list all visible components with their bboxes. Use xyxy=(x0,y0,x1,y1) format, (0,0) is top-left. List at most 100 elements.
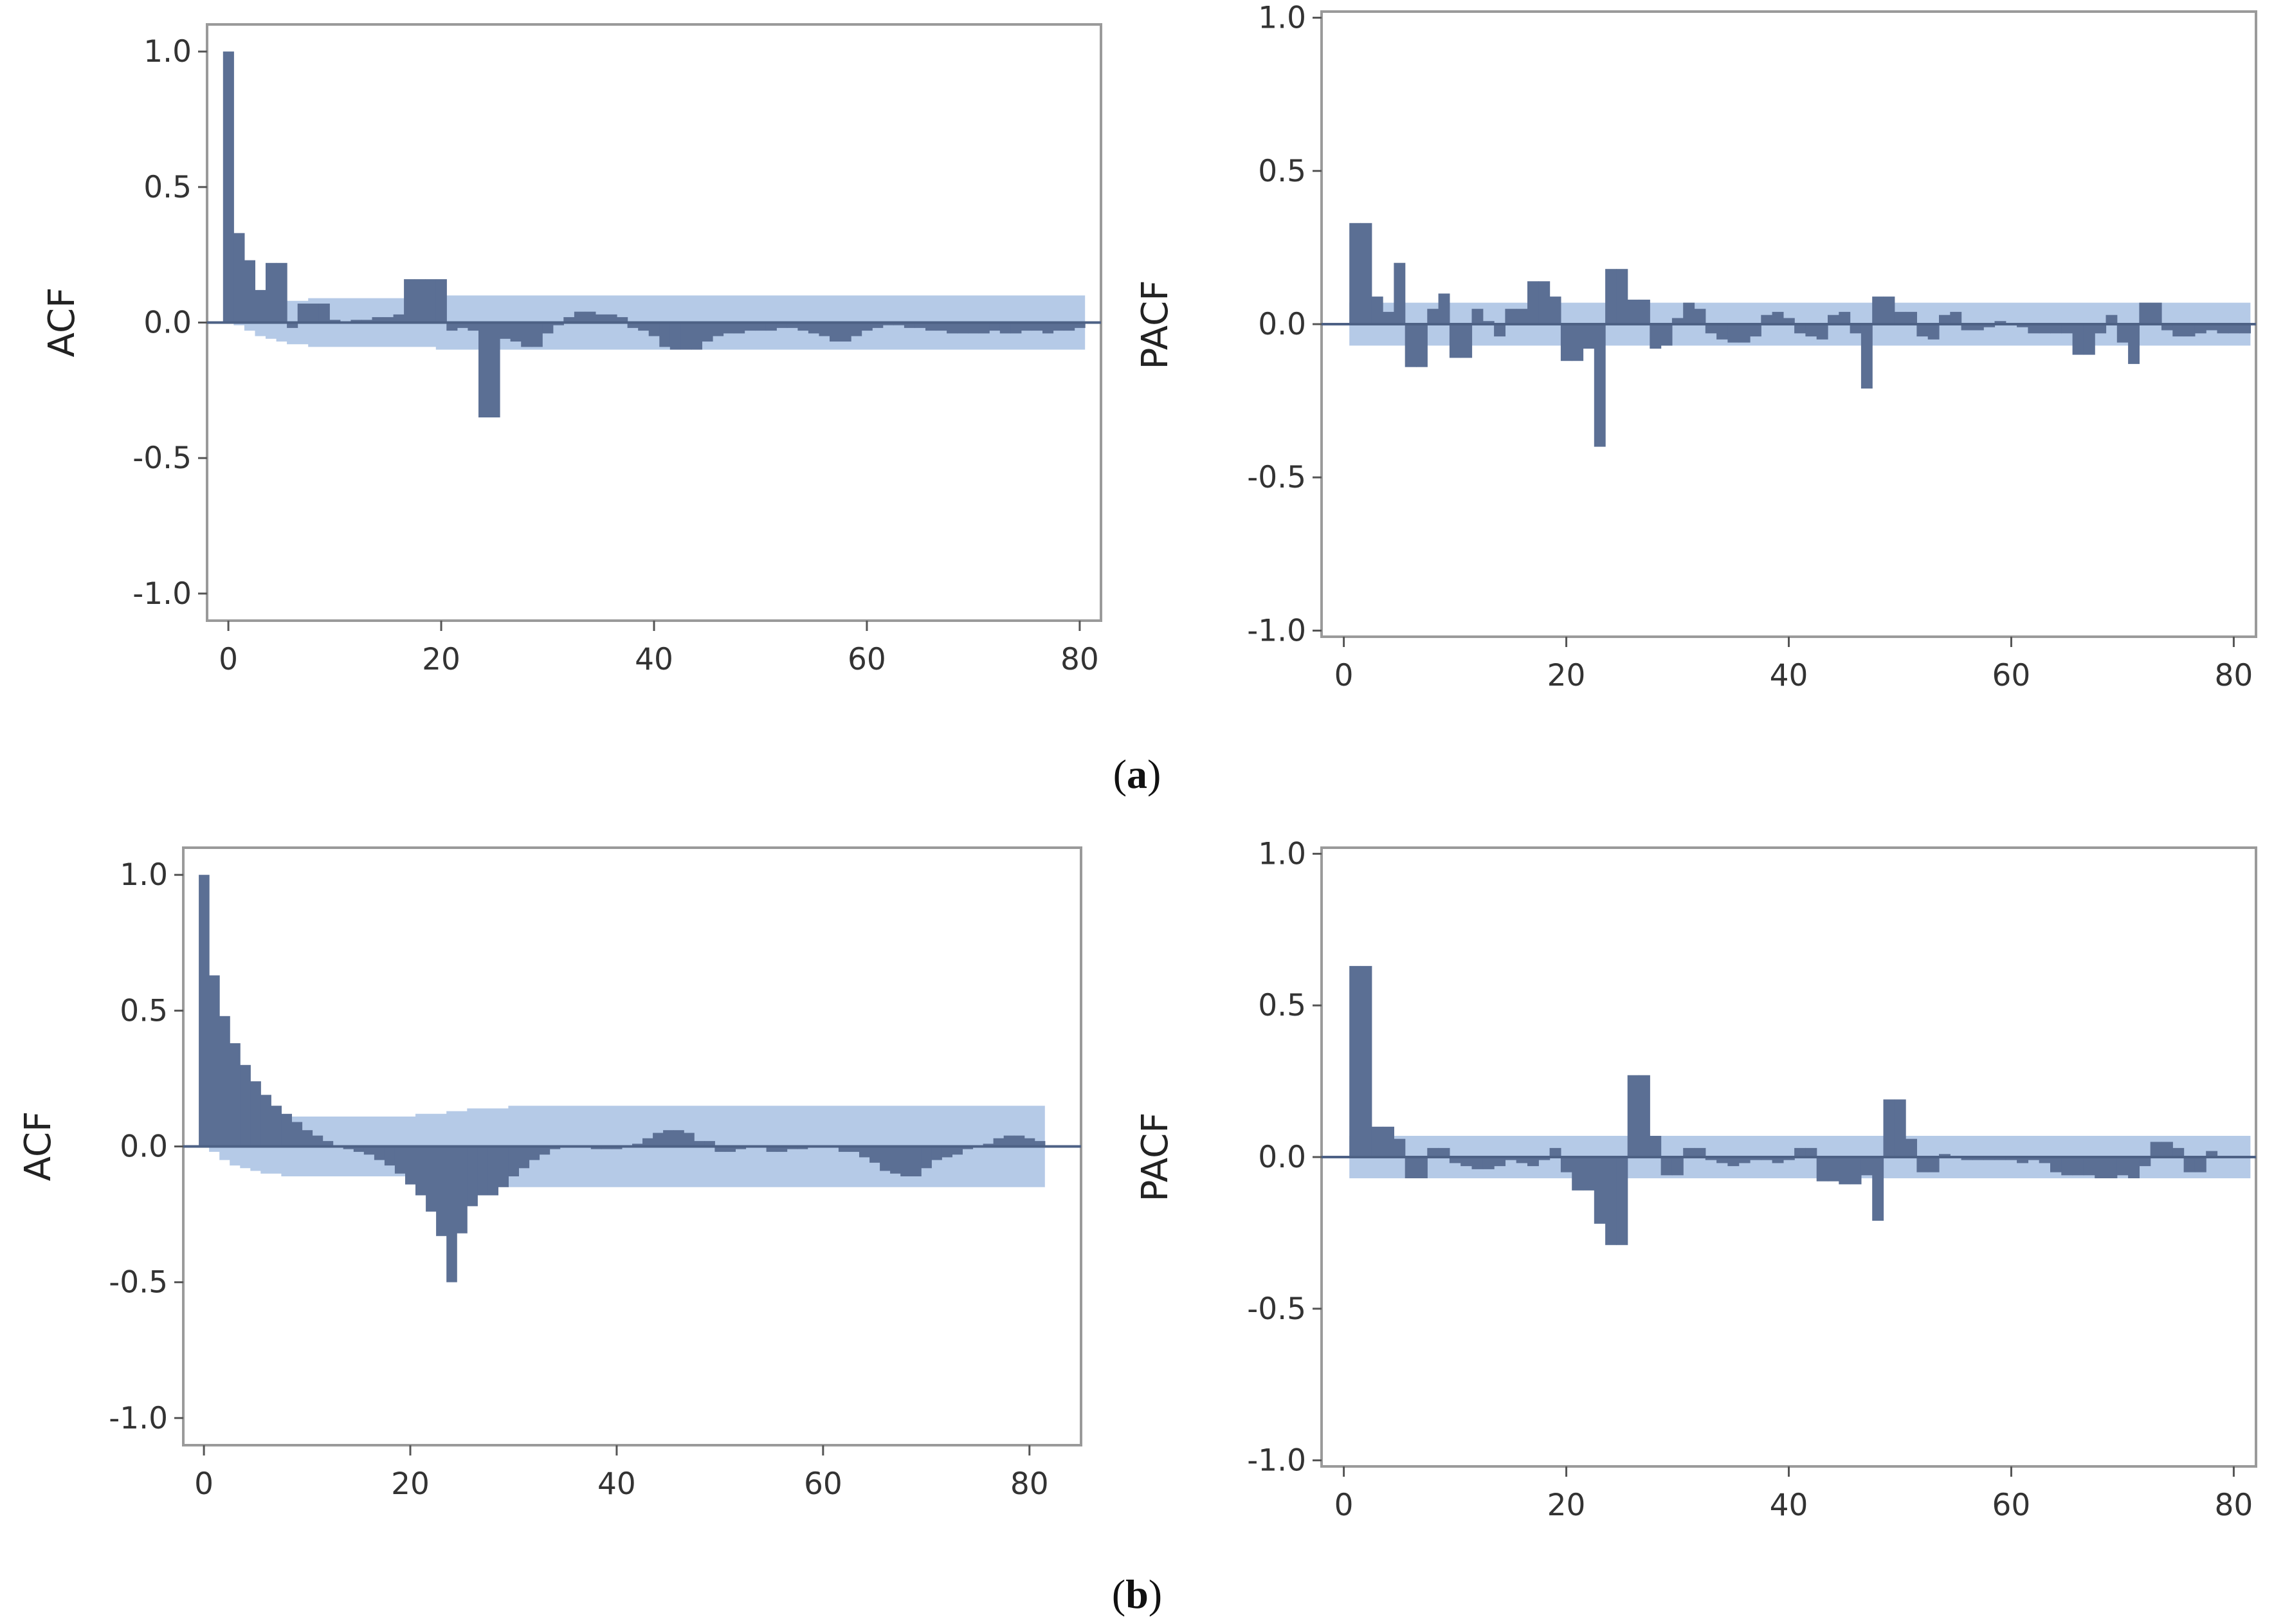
x-tick-label: 80 xyxy=(1060,642,1099,677)
acf-bar xyxy=(684,1133,695,1147)
acf-bar xyxy=(2206,324,2218,331)
acf-bar xyxy=(989,322,1001,331)
y-axis-label: ACF xyxy=(17,1111,59,1182)
acf-bar xyxy=(1549,1147,1561,1157)
acf-bar xyxy=(776,322,788,328)
acf-bar xyxy=(1605,269,1617,324)
acf-bar xyxy=(2017,324,2028,327)
acf-bar xyxy=(318,304,330,323)
acf-bar xyxy=(1738,324,1751,343)
acf-bar xyxy=(2039,1157,2051,1163)
acf-bar xyxy=(1383,1126,1394,1157)
acf-bar xyxy=(999,322,1011,334)
acf-bar xyxy=(1014,1135,1025,1147)
chart-marks: 1.0 0.5 0.0 -0.5 -1.0 0 20 40 60 80 xyxy=(109,857,1081,1502)
acf-bar xyxy=(1034,1141,1046,1147)
x-tick-label: 0 xyxy=(194,1466,214,1502)
acf-bar xyxy=(498,1146,509,1187)
acf-bar xyxy=(1894,1099,1906,1157)
acf-bar xyxy=(446,1146,457,1282)
acf-bar xyxy=(1639,1075,1650,1157)
caption-a: (a) xyxy=(1113,751,1161,797)
acf-bar xyxy=(1994,321,2006,324)
acf-bar xyxy=(1761,315,1773,324)
acf-bar xyxy=(1349,223,1361,324)
acf-bar xyxy=(947,322,958,334)
acf-bar xyxy=(606,314,617,323)
acf-bar xyxy=(1516,1157,1528,1163)
acf-bar xyxy=(2061,324,2073,334)
acf-bar xyxy=(1961,324,1973,331)
acf-bar xyxy=(1605,1157,1617,1245)
acf-bar xyxy=(893,322,905,325)
acf-bar xyxy=(271,1106,282,1147)
acf-bar xyxy=(659,322,671,347)
acf-bar xyxy=(1816,1157,1828,1182)
acf-bar xyxy=(957,322,969,334)
acf-bar xyxy=(1828,1157,1839,1182)
acf-bar xyxy=(744,322,756,331)
acf-bar xyxy=(353,1146,365,1152)
acf-bar xyxy=(477,1146,488,1196)
acf-bar xyxy=(2206,1151,2218,1157)
acf-bar xyxy=(415,1146,426,1196)
acf-bar xyxy=(734,322,745,334)
acf-bar xyxy=(1405,324,1417,367)
acf-bar xyxy=(1527,281,1539,324)
acf-bar xyxy=(714,1146,725,1152)
y-tick-label: 0.5 xyxy=(1258,988,1306,1023)
acf-bar xyxy=(1772,311,1784,324)
acf-bar xyxy=(723,322,734,334)
x-tick-label: 40 xyxy=(1770,658,1808,693)
acf-bar xyxy=(1983,1157,1996,1160)
acf-bar xyxy=(508,1146,519,1176)
acf-bar xyxy=(1939,1154,1951,1157)
acf-bar xyxy=(1639,299,1650,324)
acf-bar xyxy=(673,1130,684,1147)
acf-bar xyxy=(2128,324,2140,364)
x-tick-label: 20 xyxy=(1547,658,1586,693)
acf-bar xyxy=(2128,1157,2140,1178)
acf-bar xyxy=(563,317,575,323)
acf-bar xyxy=(467,1146,478,1207)
acf-bar xyxy=(1394,1138,1406,1157)
acf-bar xyxy=(1750,1157,1761,1160)
x-tick-label: 40 xyxy=(635,642,673,677)
acf-bar xyxy=(1906,1138,1917,1157)
acf-bar xyxy=(436,1146,447,1236)
acf-bar xyxy=(250,1081,261,1147)
acf-bar xyxy=(255,289,266,323)
acf-bar xyxy=(394,1146,406,1174)
acf-bar xyxy=(1839,311,1851,324)
acf-bar xyxy=(890,1146,901,1174)
chart-b-pacf: PACF 1.0 0.5 0.0 -0.5 -1.0 0 20 40 60 80 xyxy=(1134,836,2257,1523)
acf-bar xyxy=(1594,324,1606,447)
caption-b-letter: b xyxy=(1125,1571,1149,1617)
acf-bar xyxy=(1394,262,1406,324)
acf-bar xyxy=(343,1146,354,1149)
acf-bar xyxy=(1360,965,1372,1157)
acf-bar xyxy=(209,975,220,1147)
acf-bar xyxy=(1583,324,1595,349)
acf-bar xyxy=(457,1146,468,1234)
acf-bar xyxy=(1783,318,1795,324)
acf-bar xyxy=(312,1135,323,1147)
acf-bar xyxy=(2228,324,2240,334)
acf-bar xyxy=(1449,324,1461,358)
acf-bar xyxy=(1627,1075,1639,1157)
acf-bar xyxy=(2139,302,2151,324)
acf-bar xyxy=(329,320,341,323)
acf-bar xyxy=(1549,297,1561,324)
acf-bar xyxy=(384,1146,396,1166)
acf-bar xyxy=(2172,1147,2185,1157)
acf-bar xyxy=(859,1146,870,1158)
acf-bar xyxy=(663,1130,674,1147)
acf-bar xyxy=(2106,315,2118,324)
acf-bar xyxy=(2072,324,2084,355)
acf-bar xyxy=(1950,311,1962,324)
acf-bar xyxy=(2095,1157,2107,1178)
acf-bar xyxy=(1527,1157,1539,1167)
acf-bar xyxy=(1716,324,1728,340)
acf-bar xyxy=(1805,324,1817,337)
y-tick-label: 0.0 xyxy=(1258,307,1306,342)
